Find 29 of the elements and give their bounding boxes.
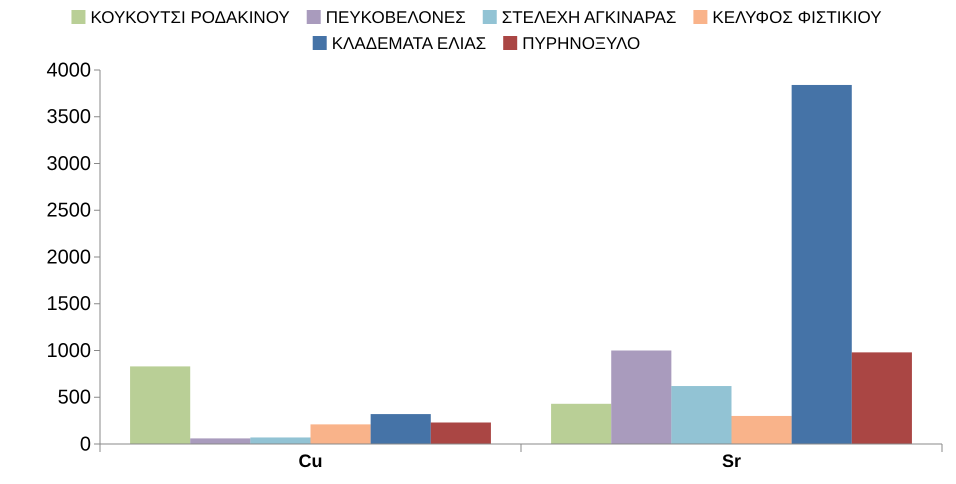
legend-label: ΚΕΛΥΦΟΣ ΦΙΣΤΙΚΙΟΥ <box>712 8 882 27</box>
y-tick-label: 2500 <box>46 200 91 222</box>
bar <box>430 422 491 444</box>
legend-label: ΚΛΑΔΕΜΑΤΑ ΕΛΙΑΣ <box>332 34 486 53</box>
y-tick-label: 3000 <box>46 152 91 175</box>
y-tick-label: 500 <box>58 386 91 409</box>
bar <box>250 437 310 444</box>
bar <box>551 404 612 444</box>
y-tick-label: 3500 <box>46 106 91 128</box>
bar <box>611 350 672 444</box>
bar <box>370 414 431 444</box>
bar <box>310 424 371 444</box>
y-tick-label: 1000 <box>46 340 91 362</box>
x-tick-label: Cu <box>298 450 322 471</box>
legend-label: ΚΟΥΚΟΥΤΣΙ ΡΟΔΑΚΙΝΟΥ <box>90 8 290 27</box>
x-tick-label: Sr <box>722 450 742 471</box>
legend-label: ΠΕΥΚΟΒΕΛΟΝΕΣ <box>326 8 466 27</box>
bar <box>190 438 250 444</box>
legend-label: ΣΤΕΛΕΧΗ ΑΓΚΙΝΑΡΑΣ <box>502 8 676 27</box>
y-tick-label: 4000 <box>46 59 91 82</box>
bar <box>130 366 190 444</box>
y-tick-label: 0 <box>80 433 91 456</box>
bar <box>732 416 792 444</box>
bar <box>792 84 852 444</box>
bar <box>671 386 732 444</box>
bar <box>852 352 912 444</box>
y-tick-label: 2000 <box>46 246 91 268</box>
legend-label: ΠΥΡΗΝΟΞΥΛΟ <box>522 34 640 53</box>
y-tick-label: 1500 <box>46 293 91 316</box>
